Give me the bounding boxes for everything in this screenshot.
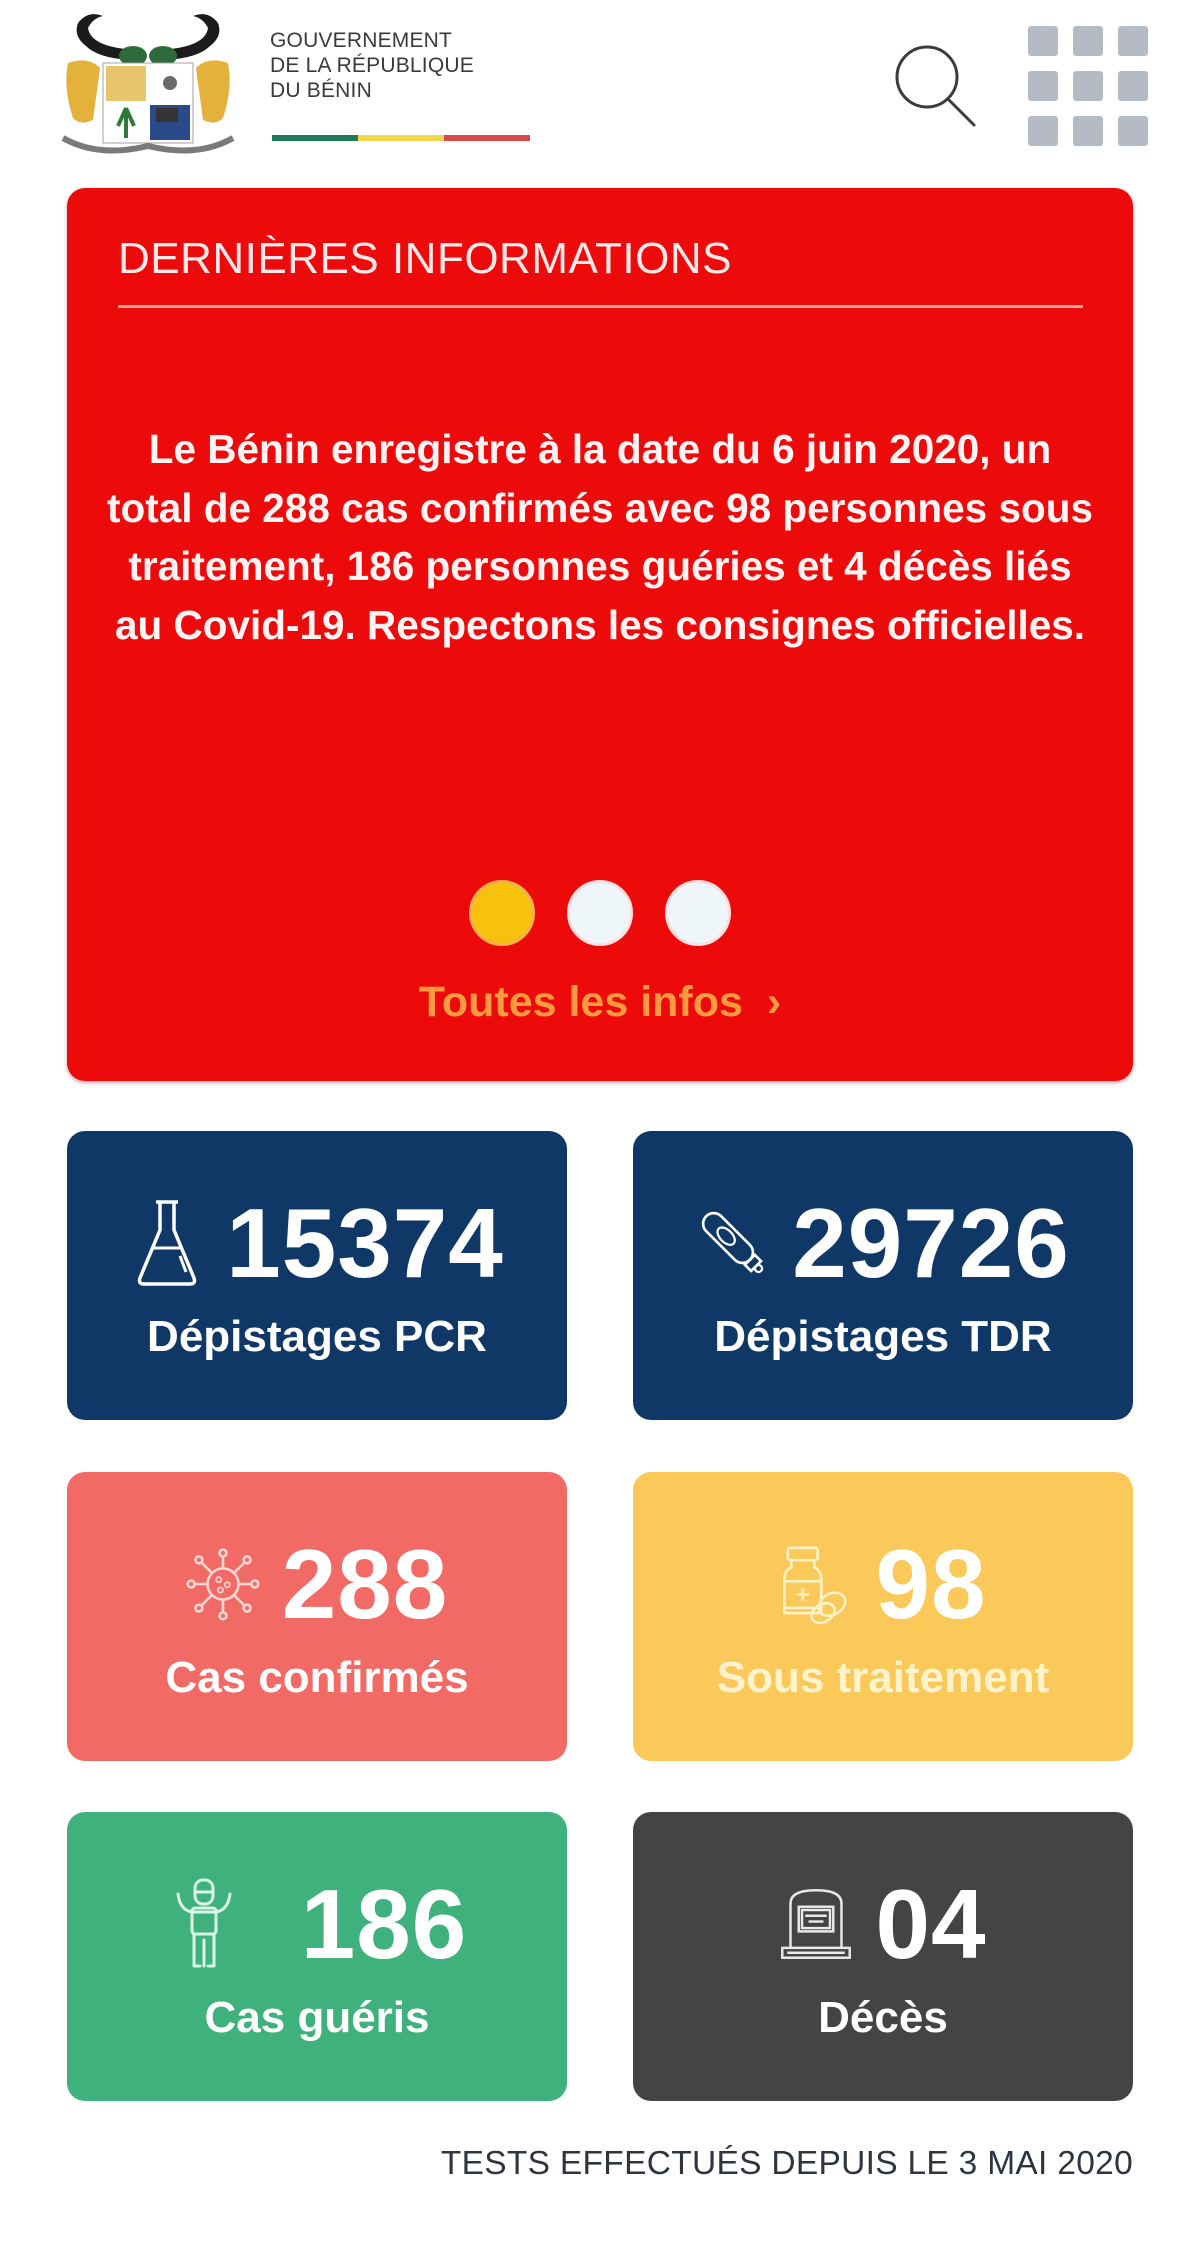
grid-menu-icon <box>1118 116 1148 146</box>
tests-since-note: TESTS EFFECTUÉS DEPUIS LE 3 MAI 2020 <box>440 2145 1133 2182</box>
flag-yellow-segment <box>358 135 444 141</box>
stat-value: 98 <box>875 1529 987 1639</box>
stat-card-tdr[interactable]: 29726 Dépistages TDR <box>633 1131 1133 1420</box>
grid-menu-icon <box>1073 71 1103 101</box>
stat-value: 29726 <box>792 1188 1070 1298</box>
grid-menu-icon <box>1073 26 1103 56</box>
carousel-dot-2[interactable] <box>567 880 633 946</box>
grid-menu-icon <box>1028 116 1058 146</box>
grid-menu-icon <box>1073 116 1103 146</box>
stat-value: 288 <box>281 1529 449 1639</box>
grid-menu-icon <box>1028 26 1058 56</box>
virus-icon <box>186 1538 260 1630</box>
grid-menu-icon <box>1028 71 1058 101</box>
flag-green-segment <box>272 135 358 141</box>
stat-label: Dépistages TDR <box>714 1312 1052 1361</box>
search-icon <box>895 45 976 127</box>
medicine-bottle-icon <box>779 1538 853 1630</box>
stat-card-treatment[interactable]: 98 Sous traitement <box>633 1472 1133 1761</box>
search-button[interactable] <box>890 40 985 135</box>
grid-menu-icon <box>1118 71 1148 101</box>
flag-red-segment <box>444 135 530 141</box>
tombstone-icon <box>779 1878 853 1970</box>
stat-card-deaths[interactable]: 04 Décès <box>633 1812 1133 2101</box>
carousel-dot-1[interactable] <box>469 880 535 946</box>
government-title-line-1: GOUVERNEMENT <box>270 29 453 52</box>
stat-card-pcr[interactable]: 15374 Dépistages PCR <box>67 1131 567 1420</box>
flask-icon <box>130 1197 204 1289</box>
rapid-test-icon <box>696 1197 770 1289</box>
stat-label: Cas guéris <box>204 1993 430 2042</box>
grid-menu-icon <box>1118 26 1148 56</box>
flag-tricolor-bar <box>272 135 530 141</box>
stat-card-recovered[interactable]: 186 Cas guéris <box>67 1812 567 2101</box>
stat-label: Cas confirmés <box>165 1653 469 1702</box>
latest-news-card: DERNIÈRES INFORMATIONS Le Bénin enregist… <box>67 188 1133 1081</box>
news-divider <box>118 305 1083 308</box>
apps-menu-button[interactable] <box>1028 26 1152 152</box>
stat-label: Dépistages PCR <box>147 1312 487 1361</box>
carousel-dot-3[interactable] <box>665 880 731 946</box>
stat-value: 186 <box>300 1869 468 1979</box>
government-title: GOUVERNEMENT DE LA RÉPUBLIQUE DU BÉNIN <box>270 28 570 103</box>
stat-value: 04 <box>875 1869 987 1979</box>
news-heading: DERNIÈRES INFORMATIONS <box>118 234 733 283</box>
stat-label: Décès <box>818 1993 948 2042</box>
person-icon <box>167 1878 241 1970</box>
news-body: Le Bénin enregistre à la date du 6 juin … <box>107 426 1093 648</box>
benin-coat-of-arms-icon <box>58 8 238 163</box>
chevron-right-icon: › <box>766 978 782 1026</box>
stat-value: 15374 <box>226 1188 504 1298</box>
stat-card-confirmed[interactable]: 288 Cas confirmés <box>67 1472 567 1761</box>
stat-label: Sous traitement <box>716 1653 1050 1702</box>
government-title-line-2: DE LA RÉPUBLIQUE <box>270 54 474 77</box>
carousel-pagination <box>67 880 1133 946</box>
all-news-label: Toutes les infos <box>418 978 743 1026</box>
government-title-line-3: DU BÉNIN <box>270 79 372 102</box>
all-news-link[interactable]: Toutes les infos › <box>67 978 1133 1027</box>
